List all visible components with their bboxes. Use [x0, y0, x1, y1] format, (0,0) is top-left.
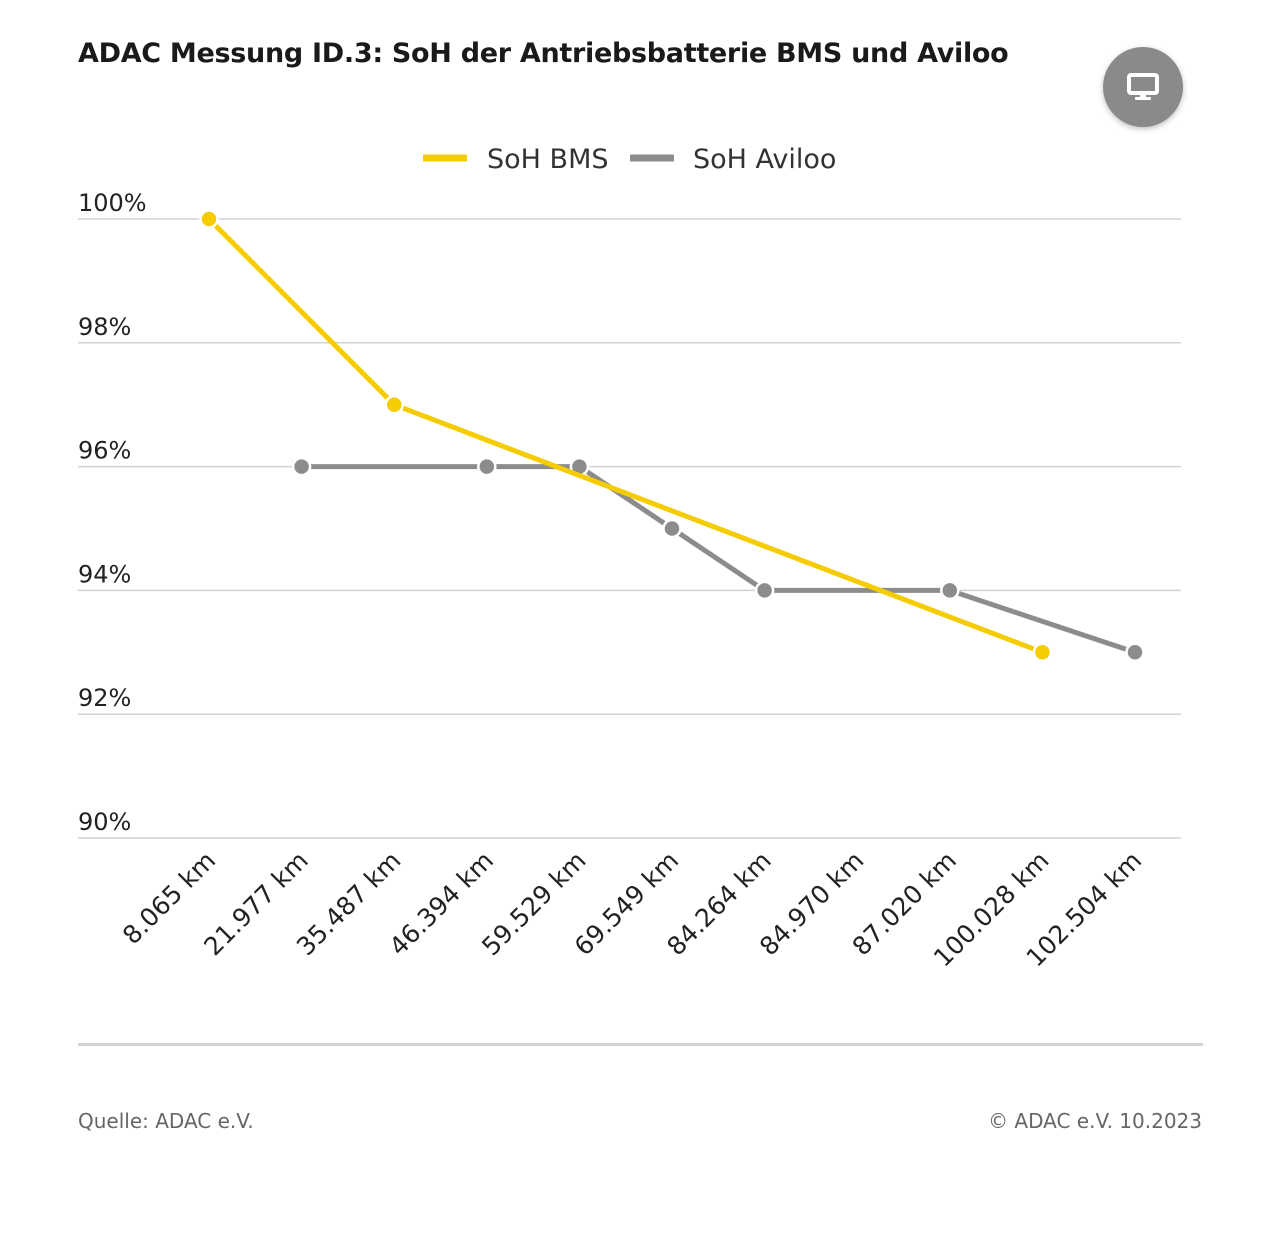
data-point[interactable] — [1125, 642, 1145, 663]
data-point[interactable] — [754, 580, 775, 601]
data-point[interactable] — [940, 580, 960, 601]
y-tick-label: 96% — [78, 437, 131, 465]
data-point[interactable] — [1032, 642, 1053, 663]
y-tick-label: 94% — [78, 560, 131, 588]
y-tick-label: 92% — [78, 684, 131, 712]
line-chart: SoH BMS SoH Aviloo 100% 98% 96% 94% 92% 90% 8.… — [78, 144, 1181, 973]
data-point[interactable] — [477, 456, 497, 477]
data-point[interactable] — [662, 518, 682, 539]
presentation-mode-button[interactable] — [1103, 47, 1183, 127]
chart-gridlines — [78, 218, 1181, 839]
series-soh-aviloo — [291, 456, 1145, 663]
y-tick-label: 98% — [78, 313, 131, 341]
chart-legend: SoH BMS SoH Aviloo — [423, 144, 836, 175]
legend-label: SoH Aviloo — [693, 144, 836, 175]
data-point[interactable] — [384, 394, 404, 415]
data-point[interactable] — [291, 456, 312, 477]
legend-label: SoH BMS — [487, 144, 609, 175]
monitor-icon — [1127, 73, 1159, 100]
source-note: Quelle: ADAC e.V. — [78, 1109, 254, 1133]
data-point[interactable] — [199, 209, 219, 229]
series-soh-bms — [199, 209, 1053, 663]
y-tick-label: 100% — [78, 189, 147, 217]
series-line — [206, 216, 1045, 655]
copyright-note: © ADAC e.V. 10.2023 — [988, 1109, 1202, 1133]
y-axis-ticks: 100% 98% 96% 94% 92% 90% — [78, 189, 147, 836]
y-tick-label: 90% — [78, 808, 131, 836]
footer-divider — [78, 1043, 1203, 1046]
series-line — [299, 464, 1138, 655]
legend-item-soh-aviloo[interactable]: SoH Aviloo — [630, 144, 836, 175]
legend-item-soh-bms[interactable]: SoH BMS — [423, 144, 609, 175]
chart-series — [199, 209, 1145, 663]
chart-title: ADAC Messung ID.3: SoH der Antriebsbatte… — [78, 38, 1009, 69]
